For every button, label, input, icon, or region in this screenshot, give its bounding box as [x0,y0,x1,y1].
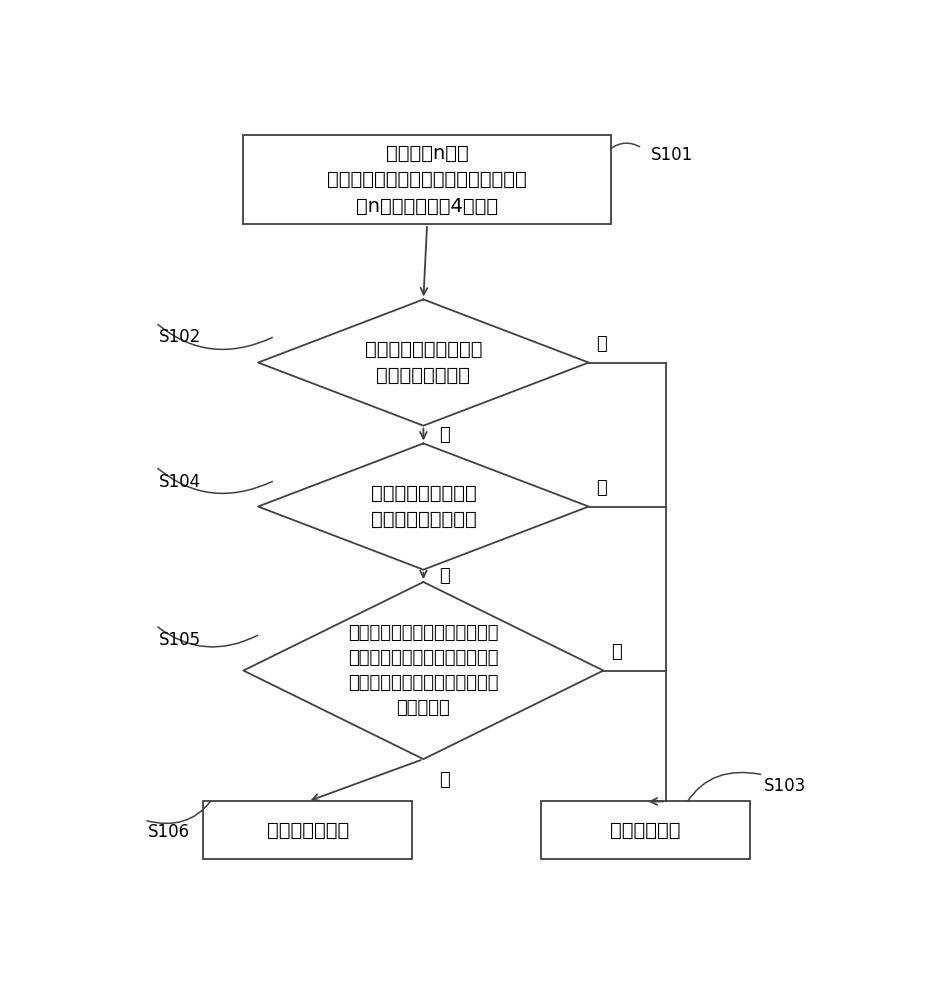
Text: S102: S102 [159,328,201,346]
Text: S104: S104 [159,473,201,491]
Text: 判断每两个相间隔的子
像素值是否均相同: 判断每两个相间隔的子 像素值是否均相同 [365,340,483,385]
Text: 否: 否 [596,335,607,353]
Text: 将输入的n个子
像素值逐一预存到一行存储空间中，其
中n为大于或等于4的整数: 将输入的n个子 像素值逐一预存到一行存储空间中，其 中n为大于或等于4的整数 [327,144,527,216]
Text: 是: 是 [440,426,450,444]
Text: S106: S106 [148,823,190,841]
Text: 启动色偏补偿: 启动色偏补偿 [611,821,681,840]
Text: 否: 否 [596,479,607,497]
Text: 不启动色偏补偿: 不启动色偏补偿 [266,821,349,840]
Text: 是: 是 [440,771,450,789]
Bar [203,801,412,859]
Text: 是: 是 [440,567,450,585]
Bar [244,135,611,224]
Bar [541,801,750,859]
Text: S101: S101 [651,146,693,164]
Text: 判断当前行存储空间中的每个子
像素值与每个子像素值在上一行
行存储空间中对应的子像素值是
否均不相同: 判断当前行存储空间中的每个子 像素值与每个子像素值在上一行 行存储空间中对应的子… [348,624,499,717]
Text: 判断每两个相邻的子
像素值是否均不相同: 判断每两个相邻的子 像素值是否均不相同 [371,484,476,529]
Text: S103: S103 [763,777,806,795]
Text: S105: S105 [159,631,201,649]
Text: 否: 否 [611,643,622,661]
